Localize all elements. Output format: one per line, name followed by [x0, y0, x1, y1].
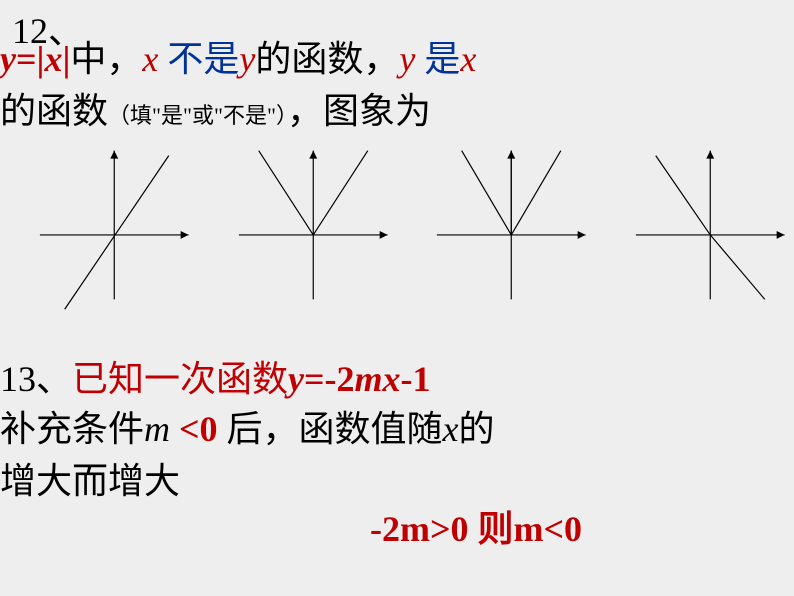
line3-b: ，图象为 [287, 91, 431, 131]
graph-row [0, 140, 794, 320]
m-var: m [144, 409, 179, 449]
graph-2 [229, 140, 398, 310]
line2-a: 补充条件 [0, 409, 144, 449]
q13-line2: 补充条件m <0 后，函数值随x的 [0, 400, 495, 452]
mid-text-1: 中， [70, 39, 142, 79]
func-x: x [383, 359, 401, 399]
y-variable: y [239, 39, 255, 79]
line2-b: 后，函数值随 [218, 409, 443, 449]
q13-number: 13、 [0, 359, 72, 399]
x-variable: x [142, 39, 167, 79]
func-m: m [355, 359, 383, 399]
func-minus1: -1 [401, 359, 431, 399]
eq-y: y [0, 39, 16, 79]
condition: <0 [179, 409, 218, 449]
q13-answer: -2m>0 则m<0 [370, 500, 582, 552]
q12-line3: 的函数（填"是"或"不是"），图象为 [0, 82, 431, 134]
graph-4 [626, 140, 794, 310]
x-var-q13: x [443, 409, 459, 449]
mid-text-2: 的函数， [255, 39, 399, 79]
eq-equals: = [16, 39, 37, 79]
graph-3 [427, 140, 596, 310]
answer-1: 不是 [167, 39, 239, 79]
eq-x: x [44, 39, 62, 79]
q13-given: 已知一次函数 [72, 359, 288, 399]
q13-line3: 增大而增大 [0, 452, 180, 504]
answer-2: 是 [424, 39, 460, 79]
hint-text: （填"是"或"不是"） [108, 103, 287, 128]
line3-a: 的函数 [0, 91, 108, 131]
func-y: y [288, 359, 304, 399]
y-variable-2: y [399, 39, 424, 79]
q12-text: y=|x|中，x 不是y的函数，y 是x [0, 30, 794, 82]
q13-line1: 13、已知一次函数y=-2mx-1 [0, 350, 431, 402]
func-eq: = [304, 359, 325, 399]
func-neg2: -2 [325, 359, 355, 399]
graph-1 [30, 140, 199, 310]
x-variable-2: x [460, 39, 476, 79]
line2-c: 的 [459, 409, 495, 449]
